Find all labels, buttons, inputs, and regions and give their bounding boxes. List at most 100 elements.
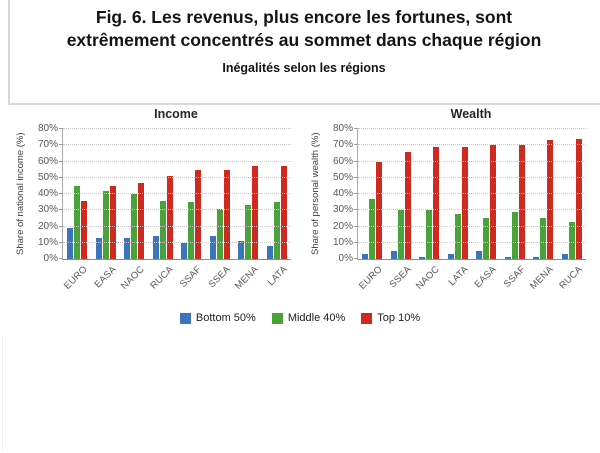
y-tick-label: 10% (37, 236, 58, 248)
bar-bottom50 (561, 254, 568, 259)
bar-top10 (404, 151, 411, 259)
bar-middle40 (102, 190, 109, 259)
bar-top10 (223, 169, 230, 259)
gridline (63, 144, 291, 146)
y-tick-mark (354, 209, 358, 211)
bar-group (266, 129, 287, 259)
figure-title: Fig. 6. Les revenus, plus encore les for… (14, 6, 594, 52)
bar-middle40 (483, 218, 490, 259)
bar-middle40 (397, 210, 404, 259)
bar-middle40 (454, 213, 461, 259)
bar-middle40 (159, 200, 166, 259)
legend-item-top-10: Top 10% (361, 312, 420, 324)
bar-group (181, 129, 202, 259)
bar-middle40 (216, 208, 223, 259)
y-tick-mark (59, 128, 63, 129)
legend-item-middle-40: Middle 40% (271, 312, 346, 324)
divider-horizontal (8, 103, 600, 105)
y-tick-label: 50% (37, 171, 58, 183)
bar-group (209, 129, 230, 259)
gridline (63, 128, 291, 129)
y-tick-label: 40% (37, 188, 58, 199)
legend-swatch-bottom-50-icon (179, 312, 191, 324)
bar-group (561, 129, 582, 259)
y-tick-mark (59, 160, 63, 162)
bar-top10 (195, 169, 202, 259)
gridline (63, 160, 291, 162)
legend-swatch-middle-40-icon (271, 312, 283, 324)
gridline (358, 160, 586, 162)
wealth-y-axis-ticks: 0% 10% 20% 30% 40% 50% 60% 70% 80% (321, 123, 353, 264)
bar-bottom50 (504, 257, 511, 259)
bar-bottom50 (209, 236, 216, 259)
income-plot-area (59, 128, 291, 260)
bar-bottom50 (67, 228, 74, 259)
bar-middle40 (426, 210, 433, 259)
income-x-axis-labels: EURO EASA NAOC RUCA SSAF SSEA MENA LATA (12, 104, 300, 304)
bar-middle40 (131, 194, 138, 259)
bar-group (152, 129, 173, 259)
bar-top10 (280, 166, 287, 259)
y-tick-mark (59, 258, 63, 259)
gridline (358, 241, 586, 243)
y-tick-mark (354, 258, 358, 259)
legend-swatch-top-10-icon (361, 312, 373, 324)
wealth-plot-area (354, 128, 586, 260)
bar-top10 (252, 166, 259, 259)
bar-group (533, 129, 554, 259)
bar-middle40 (74, 185, 81, 259)
bar-group (447, 129, 468, 259)
bar-top10 (81, 200, 88, 259)
bar-middle40 (568, 221, 575, 259)
y-tick-mark (354, 128, 358, 129)
y-tick-label: 0% (43, 253, 58, 264)
gridline (358, 225, 586, 227)
y-tick-label: 20% (332, 220, 353, 232)
bar-bottom50 (533, 257, 540, 259)
gridline (63, 193, 291, 194)
bar-bottom50 (238, 241, 245, 259)
y-tick-label: 40% (332, 188, 353, 199)
bar-top10 (490, 145, 497, 259)
bar-top10 (166, 176, 173, 259)
bar-group (476, 129, 497, 259)
bar-group (504, 129, 525, 259)
legend-label-top-10: Top 10% (377, 312, 421, 324)
bar-bottom50 (362, 254, 369, 259)
legend-label-middle-40: Middle 40% (287, 312, 346, 324)
gridline (358, 176, 586, 178)
bar-top10 (575, 138, 582, 259)
y-tick-mark (59, 193, 63, 194)
y-tick-label: 50% (332, 171, 353, 183)
bar-group (419, 129, 440, 259)
y-tick-mark (354, 193, 358, 194)
y-tick-mark (59, 225, 63, 227)
bar-bottom50 (447, 254, 454, 259)
bar-top10 (433, 146, 440, 259)
gridline (63, 241, 291, 243)
legend-item-bottom-50: Bottom 50% (179, 312, 256, 324)
income-chart: Income Share of national income (%) 0% 10… (12, 104, 300, 304)
gridline (358, 193, 586, 194)
gridline (63, 176, 291, 178)
figure-title-line2: extrêmement concentrés au sommet dans ch… (66, 30, 542, 50)
y-tick-label: 70% (332, 139, 353, 151)
bar-group (95, 129, 116, 259)
y-tick-mark (59, 176, 63, 178)
y-tick-label: 80% (37, 123, 58, 134)
bar-bottom50 (181, 242, 188, 259)
bar-top10 (518, 145, 525, 259)
bar-middle40 (540, 218, 547, 259)
bar-group (390, 129, 411, 259)
bar-group (362, 129, 383, 259)
bar-middle40 (273, 202, 280, 259)
bar-group (124, 129, 145, 259)
y-tick-label: 70% (37, 139, 58, 151)
bar-group (67, 129, 88, 259)
gridline (63, 209, 291, 211)
gridline (63, 225, 291, 227)
y-tick-label: 80% (332, 123, 353, 134)
y-tick-mark (354, 176, 358, 178)
y-tick-label: 60% (332, 155, 353, 167)
